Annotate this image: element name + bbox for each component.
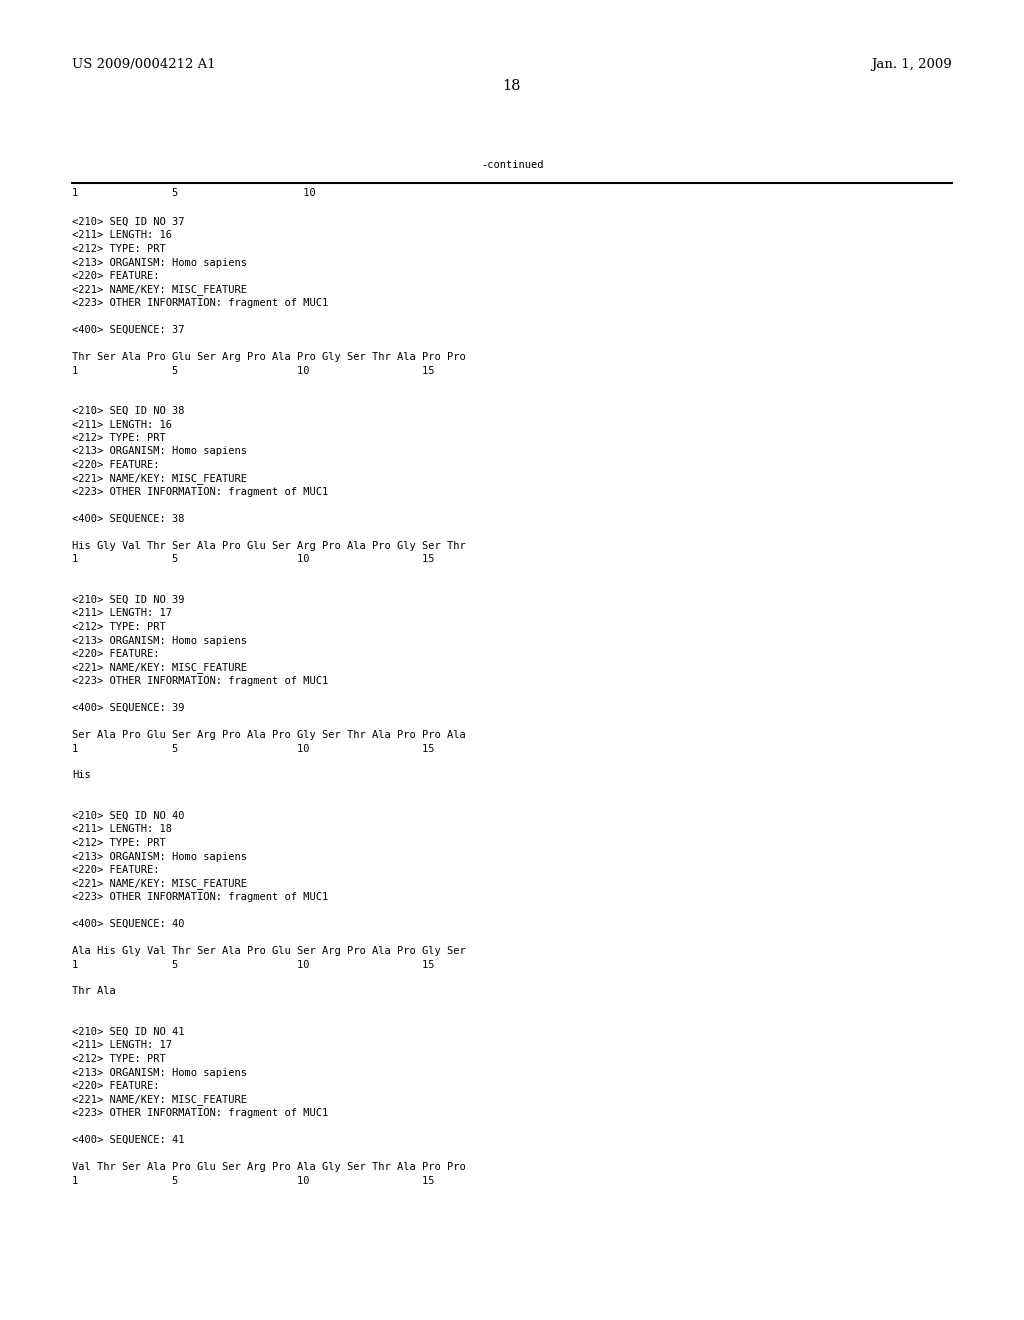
Text: <213> ORGANISM: Homo sapiens: <213> ORGANISM: Homo sapiens (72, 257, 247, 268)
Text: <213> ORGANISM: Homo sapiens: <213> ORGANISM: Homo sapiens (72, 851, 247, 862)
Text: <212> TYPE: PRT: <212> TYPE: PRT (72, 1053, 166, 1064)
Text: <220> FEATURE:: <220> FEATURE: (72, 271, 160, 281)
Text: <220> FEATURE:: <220> FEATURE: (72, 1081, 160, 1092)
Text: <212> TYPE: PRT: <212> TYPE: PRT (72, 433, 166, 444)
Text: <223> OTHER INFORMATION: fragment of MUC1: <223> OTHER INFORMATION: fragment of MUC… (72, 892, 329, 902)
Text: <210> SEQ ID NO 37: <210> SEQ ID NO 37 (72, 216, 184, 227)
Text: <221> NAME/KEY: MISC_FEATURE: <221> NAME/KEY: MISC_FEATURE (72, 1094, 247, 1105)
Text: <210> SEQ ID NO 38: <210> SEQ ID NO 38 (72, 407, 184, 416)
Text: Thr Ala: Thr Ala (72, 986, 116, 997)
Text: <210> SEQ ID NO 41: <210> SEQ ID NO 41 (72, 1027, 184, 1038)
Text: <221> NAME/KEY: MISC_FEATURE: <221> NAME/KEY: MISC_FEATURE (72, 474, 247, 484)
Text: 1               5                   10                  15: 1 5 10 15 (72, 743, 434, 754)
Text: <213> ORGANISM: Homo sapiens: <213> ORGANISM: Homo sapiens (72, 1068, 247, 1077)
Text: His: His (72, 771, 91, 780)
Text: 1               5                   10                  15: 1 5 10 15 (72, 366, 434, 375)
Text: 18: 18 (503, 79, 521, 92)
Text: <211> LENGTH: 17: <211> LENGTH: 17 (72, 1040, 172, 1051)
Text: <220> FEATURE:: <220> FEATURE: (72, 865, 160, 875)
Text: <220> FEATURE:: <220> FEATURE: (72, 459, 160, 470)
Text: <400> SEQUENCE: 37: <400> SEQUENCE: 37 (72, 325, 184, 335)
Text: <223> OTHER INFORMATION: fragment of MUC1: <223> OTHER INFORMATION: fragment of MUC… (72, 676, 329, 686)
Text: <223> OTHER INFORMATION: fragment of MUC1: <223> OTHER INFORMATION: fragment of MUC… (72, 1107, 329, 1118)
Text: Ser Ala Pro Glu Ser Arg Pro Ala Pro Gly Ser Thr Ala Pro Pro Ala: Ser Ala Pro Glu Ser Arg Pro Ala Pro Gly … (72, 730, 466, 741)
Text: <210> SEQ ID NO 39: <210> SEQ ID NO 39 (72, 595, 184, 605)
Text: <212> TYPE: PRT: <212> TYPE: PRT (72, 838, 166, 847)
Text: <223> OTHER INFORMATION: fragment of MUC1: <223> OTHER INFORMATION: fragment of MUC… (72, 487, 329, 498)
Text: 1               5                   10                  15: 1 5 10 15 (72, 960, 434, 969)
Text: <211> LENGTH: 16: <211> LENGTH: 16 (72, 420, 172, 429)
Text: 1               5                    10: 1 5 10 (72, 187, 315, 198)
Text: His Gly Val Thr Ser Ala Pro Glu Ser Arg Pro Ala Pro Gly Ser Thr: His Gly Val Thr Ser Ala Pro Glu Ser Arg … (72, 541, 466, 550)
Text: <212> TYPE: PRT: <212> TYPE: PRT (72, 622, 166, 632)
Text: <221> NAME/KEY: MISC_FEATURE: <221> NAME/KEY: MISC_FEATURE (72, 285, 247, 296)
Text: <221> NAME/KEY: MISC_FEATURE: <221> NAME/KEY: MISC_FEATURE (72, 663, 247, 673)
Text: US 2009/0004212 A1: US 2009/0004212 A1 (72, 58, 216, 71)
Text: <213> ORGANISM: Homo sapiens: <213> ORGANISM: Homo sapiens (72, 635, 247, 645)
Text: <221> NAME/KEY: MISC_FEATURE: <221> NAME/KEY: MISC_FEATURE (72, 879, 247, 890)
Text: 1               5                   10                  15: 1 5 10 15 (72, 1176, 434, 1185)
Text: <400> SEQUENCE: 40: <400> SEQUENCE: 40 (72, 919, 184, 929)
Text: Ala His Gly Val Thr Ser Ala Pro Glu Ser Arg Pro Ala Pro Gly Ser: Ala His Gly Val Thr Ser Ala Pro Glu Ser … (72, 946, 466, 956)
Text: <210> SEQ ID NO 40: <210> SEQ ID NO 40 (72, 810, 184, 821)
Text: Val Thr Ser Ala Pro Glu Ser Arg Pro Ala Gly Ser Thr Ala Pro Pro: Val Thr Ser Ala Pro Glu Ser Arg Pro Ala … (72, 1162, 466, 1172)
Text: Thr Ser Ala Pro Glu Ser Arg Pro Ala Pro Gly Ser Thr Ala Pro Pro: Thr Ser Ala Pro Glu Ser Arg Pro Ala Pro … (72, 352, 466, 362)
Text: <400> SEQUENCE: 41: <400> SEQUENCE: 41 (72, 1135, 184, 1144)
Text: <213> ORGANISM: Homo sapiens: <213> ORGANISM: Homo sapiens (72, 446, 247, 457)
Text: <220> FEATURE:: <220> FEATURE: (72, 649, 160, 659)
Text: <211> LENGTH: 16: <211> LENGTH: 16 (72, 231, 172, 240)
Text: 1               5                   10                  15: 1 5 10 15 (72, 554, 434, 565)
Text: <223> OTHER INFORMATION: fragment of MUC1: <223> OTHER INFORMATION: fragment of MUC… (72, 298, 329, 308)
Text: <400> SEQUENCE: 39: <400> SEQUENCE: 39 (72, 704, 184, 713)
Text: Jan. 1, 2009: Jan. 1, 2009 (871, 58, 952, 71)
Text: <400> SEQUENCE: 38: <400> SEQUENCE: 38 (72, 513, 184, 524)
Text: -continued: -continued (480, 160, 544, 170)
Text: <212> TYPE: PRT: <212> TYPE: PRT (72, 244, 166, 253)
Text: <211> LENGTH: 17: <211> LENGTH: 17 (72, 609, 172, 619)
Text: <211> LENGTH: 18: <211> LENGTH: 18 (72, 825, 172, 834)
